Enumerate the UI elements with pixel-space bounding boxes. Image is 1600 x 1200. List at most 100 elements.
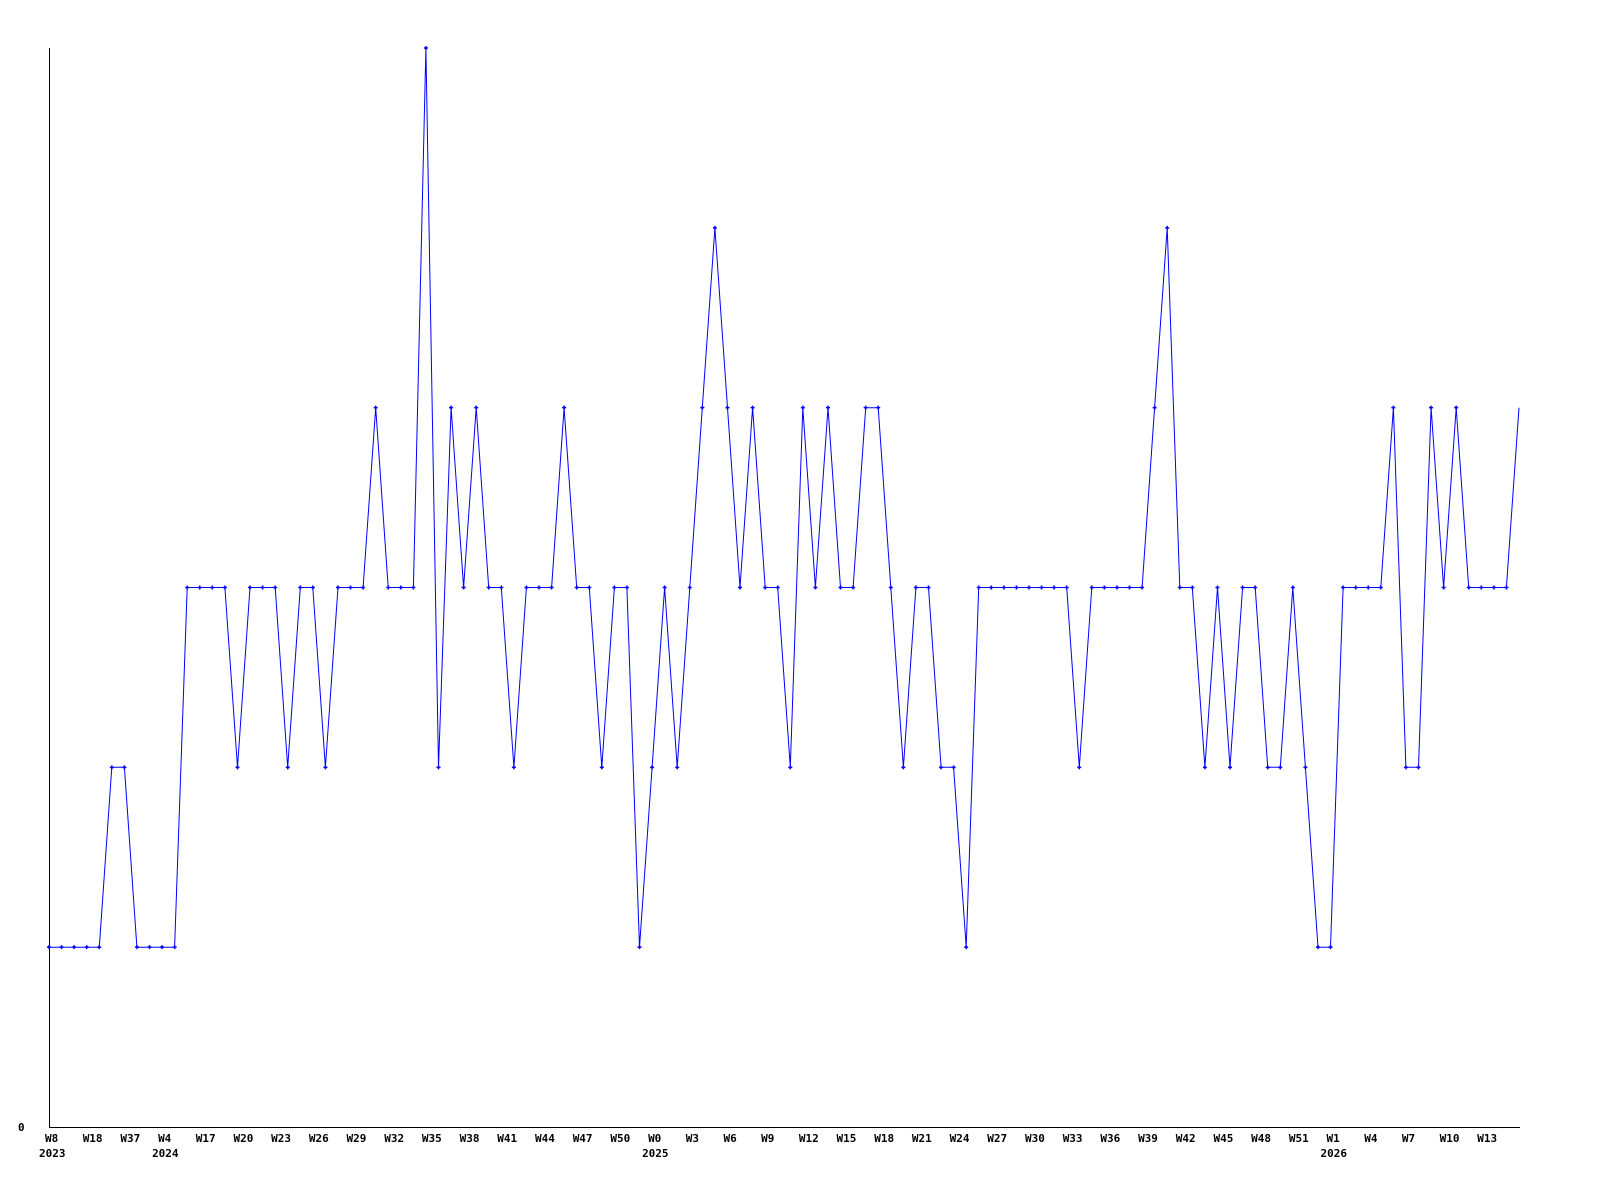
data-point <box>1253 585 1258 590</box>
data-point <box>1429 405 1434 410</box>
x-tick-label: W26 <box>309 1132 329 1145</box>
data-point <box>1140 585 1145 590</box>
data-point <box>335 585 340 590</box>
data-point <box>1441 585 1446 590</box>
data-point <box>1341 585 1346 590</box>
data-point <box>964 945 969 950</box>
x-tick-label: W42 <box>1176 1132 1196 1145</box>
data-point <box>1190 585 1195 590</box>
x-tick-label: W39 <box>1138 1132 1158 1145</box>
data-point <box>712 225 717 230</box>
data-point <box>1366 585 1371 590</box>
data-point <box>775 585 780 590</box>
data-point <box>59 945 64 950</box>
data-point <box>1290 585 1295 590</box>
data-point <box>1052 585 1057 590</box>
data-point <box>1114 585 1119 590</box>
x-tick-label: W29 <box>347 1132 367 1145</box>
data-point <box>84 945 89 950</box>
x-tick-label: W32 <box>384 1132 404 1145</box>
series-path <box>49 47 1520 948</box>
data-point <box>285 765 290 770</box>
x-year-label: 2026 <box>1321 1147 1348 1160</box>
data-point <box>436 765 441 770</box>
x-tick-label: W24 <box>950 1132 970 1145</box>
data-point <box>1014 585 1019 590</box>
data-point <box>1127 585 1132 590</box>
data-point <box>1027 585 1031 590</box>
data-point <box>474 405 479 410</box>
data-point <box>1454 405 1459 410</box>
data-point <box>310 585 315 590</box>
data-point <box>1102 585 1107 590</box>
data-point <box>926 585 931 590</box>
data-point <box>361 585 366 590</box>
data-point <box>537 585 541 590</box>
data-point <box>574 585 579 590</box>
data-point <box>1378 585 1383 590</box>
x-tick-label: W7 <box>1402 1132 1415 1145</box>
x-tick-label: W36 <box>1100 1132 1120 1145</box>
data-point <box>901 765 906 770</box>
data-point <box>1039 585 1044 590</box>
data-point <box>939 765 944 770</box>
x-tick-label: W6 <box>723 1132 737 1145</box>
data-point <box>147 945 152 950</box>
data-point <box>1328 945 1333 950</box>
data-point <box>1391 405 1396 410</box>
x-tick-label: W33 <box>1063 1132 1083 1145</box>
data-point <box>1491 585 1496 590</box>
data-point <box>1228 765 1233 770</box>
data-point <box>851 585 856 590</box>
x-tick-label: W51 <box>1289 1132 1309 1145</box>
data-point <box>800 405 805 410</box>
data-point <box>976 585 981 590</box>
x-tick-label: W48 <box>1251 1132 1271 1145</box>
x-tick-label: W15 <box>837 1132 857 1145</box>
data-point <box>1315 945 1320 950</box>
data-point <box>373 405 378 410</box>
x-tick-label: W13 <box>1477 1132 1497 1145</box>
data-point <box>197 585 202 590</box>
data-point <box>210 585 215 590</box>
data-point <box>1240 585 1245 590</box>
data-point <box>1278 765 1283 770</box>
data-point <box>1001 585 1006 590</box>
series-line <box>47 46 1520 950</box>
data-point <box>1303 765 1308 770</box>
data-point <box>1215 585 1220 590</box>
data-point <box>1403 765 1408 770</box>
y-tick-label: 0 <box>18 1121 25 1134</box>
x-tick-label: W41 <box>497 1132 517 1145</box>
axes: 0 <box>18 48 1520 1134</box>
x-tick-label: W50 <box>610 1132 630 1145</box>
x-tick-label: W35 <box>422 1132 442 1145</box>
x-tick-label: W37 <box>120 1132 140 1145</box>
x-tick-label: W30 <box>1025 1132 1045 1145</box>
data-point <box>612 585 617 590</box>
data-point <box>1089 585 1094 590</box>
data-point <box>650 765 655 770</box>
data-point <box>1504 585 1509 590</box>
data-point <box>1353 585 1358 590</box>
data-point <box>1202 765 1207 770</box>
x-tick-label: W47 <box>573 1132 593 1145</box>
data-point <box>122 765 127 770</box>
x-tick-label: W21 <box>912 1132 932 1145</box>
x-tick-label: W9 <box>761 1132 774 1145</box>
data-point <box>109 765 114 770</box>
data-point <box>549 585 554 590</box>
x-tick-label: W45 <box>1213 1132 1233 1145</box>
data-point <box>524 585 529 590</box>
x-tick-label: W12 <box>799 1132 819 1145</box>
data-point <box>863 405 868 410</box>
data-point <box>449 405 454 410</box>
data-point <box>637 945 642 950</box>
x-tick-label: W44 <box>535 1132 555 1145</box>
data-point <box>687 585 692 590</box>
data-point <box>461 585 466 590</box>
x-tick-label: W0 <box>648 1132 661 1145</box>
x-tick-label: W38 <box>460 1132 480 1145</box>
data-point <box>235 765 240 770</box>
data-point <box>134 945 139 950</box>
